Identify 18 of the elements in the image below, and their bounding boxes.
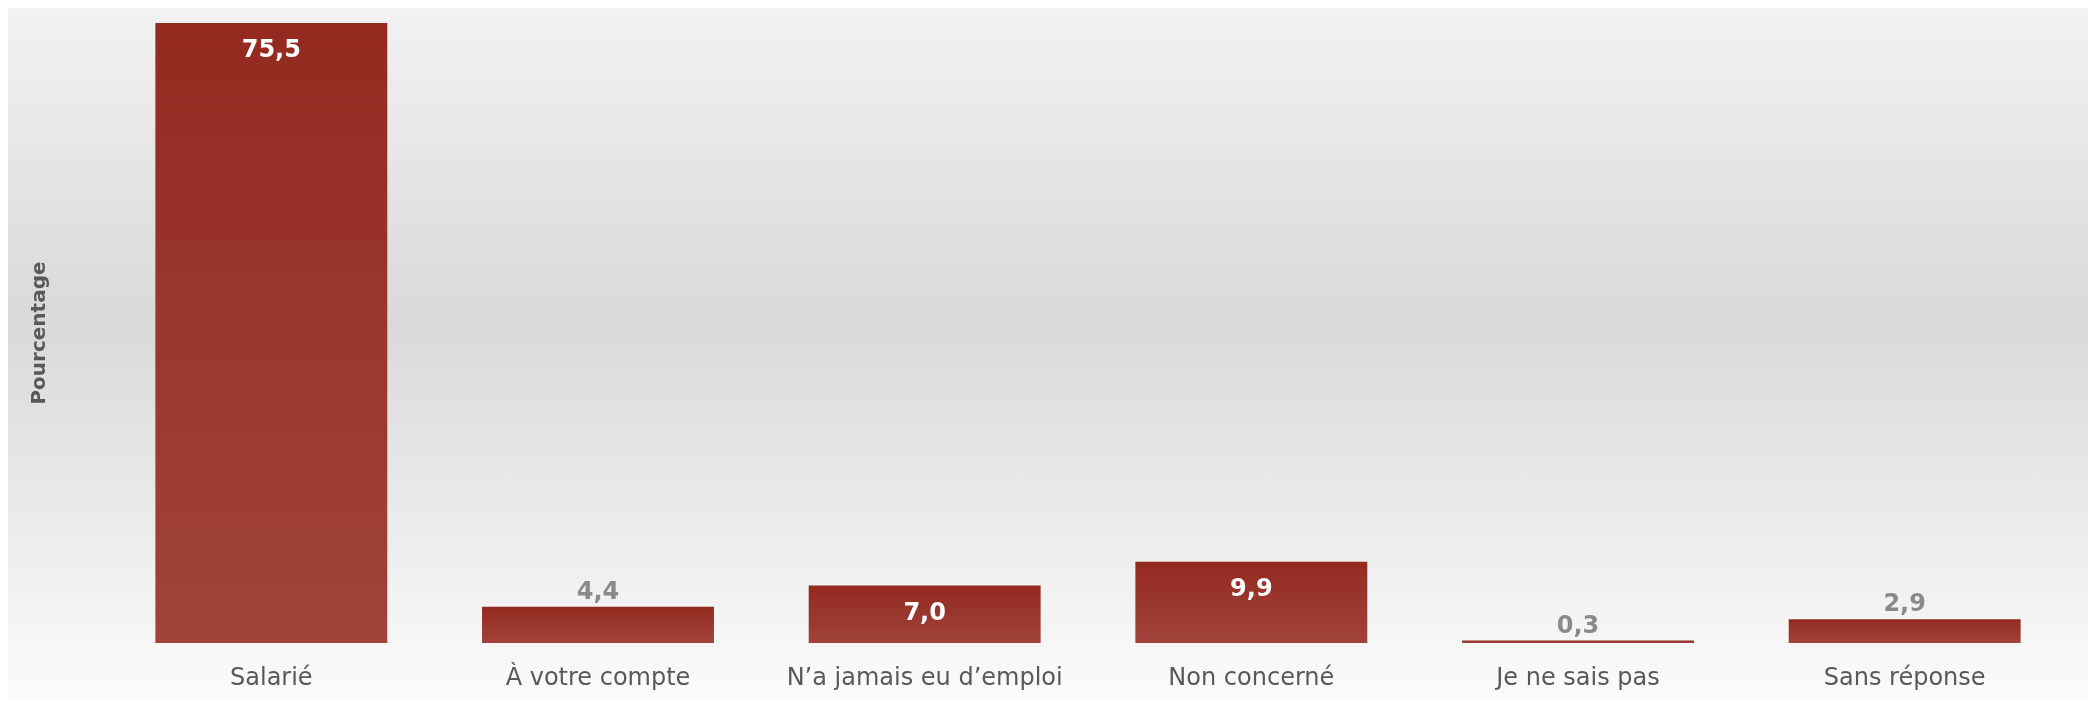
- data-label: 2,9: [1883, 589, 1926, 618]
- bar: [155, 23, 388, 643]
- data-label: 4,4: [576, 576, 620, 605]
- bar: [1135, 561, 1368, 643]
- bar: [1788, 619, 2021, 643]
- x-tick-label: N’a jamais eu d’emploi: [786, 663, 1063, 691]
- data-label: 0,3: [1556, 610, 1600, 639]
- data-label: 75,5: [241, 35, 301, 63]
- data-label: 9,9: [1230, 573, 1273, 602]
- x-tick-label: Sans réponse: [1823, 663, 1986, 691]
- x-tick-label: Non concerné: [1168, 663, 1335, 691]
- x-tick-label: Salarié: [230, 663, 313, 691]
- y-axis-title: Pourcentage: [26, 261, 50, 405]
- data-label: 7,0: [903, 597, 946, 626]
- x-tick-label: Je ne sais pas: [1494, 663, 1660, 691]
- x-tick-label: À votre compte: [505, 662, 691, 691]
- bar: [482, 606, 714, 643]
- bar: [808, 585, 1041, 643]
